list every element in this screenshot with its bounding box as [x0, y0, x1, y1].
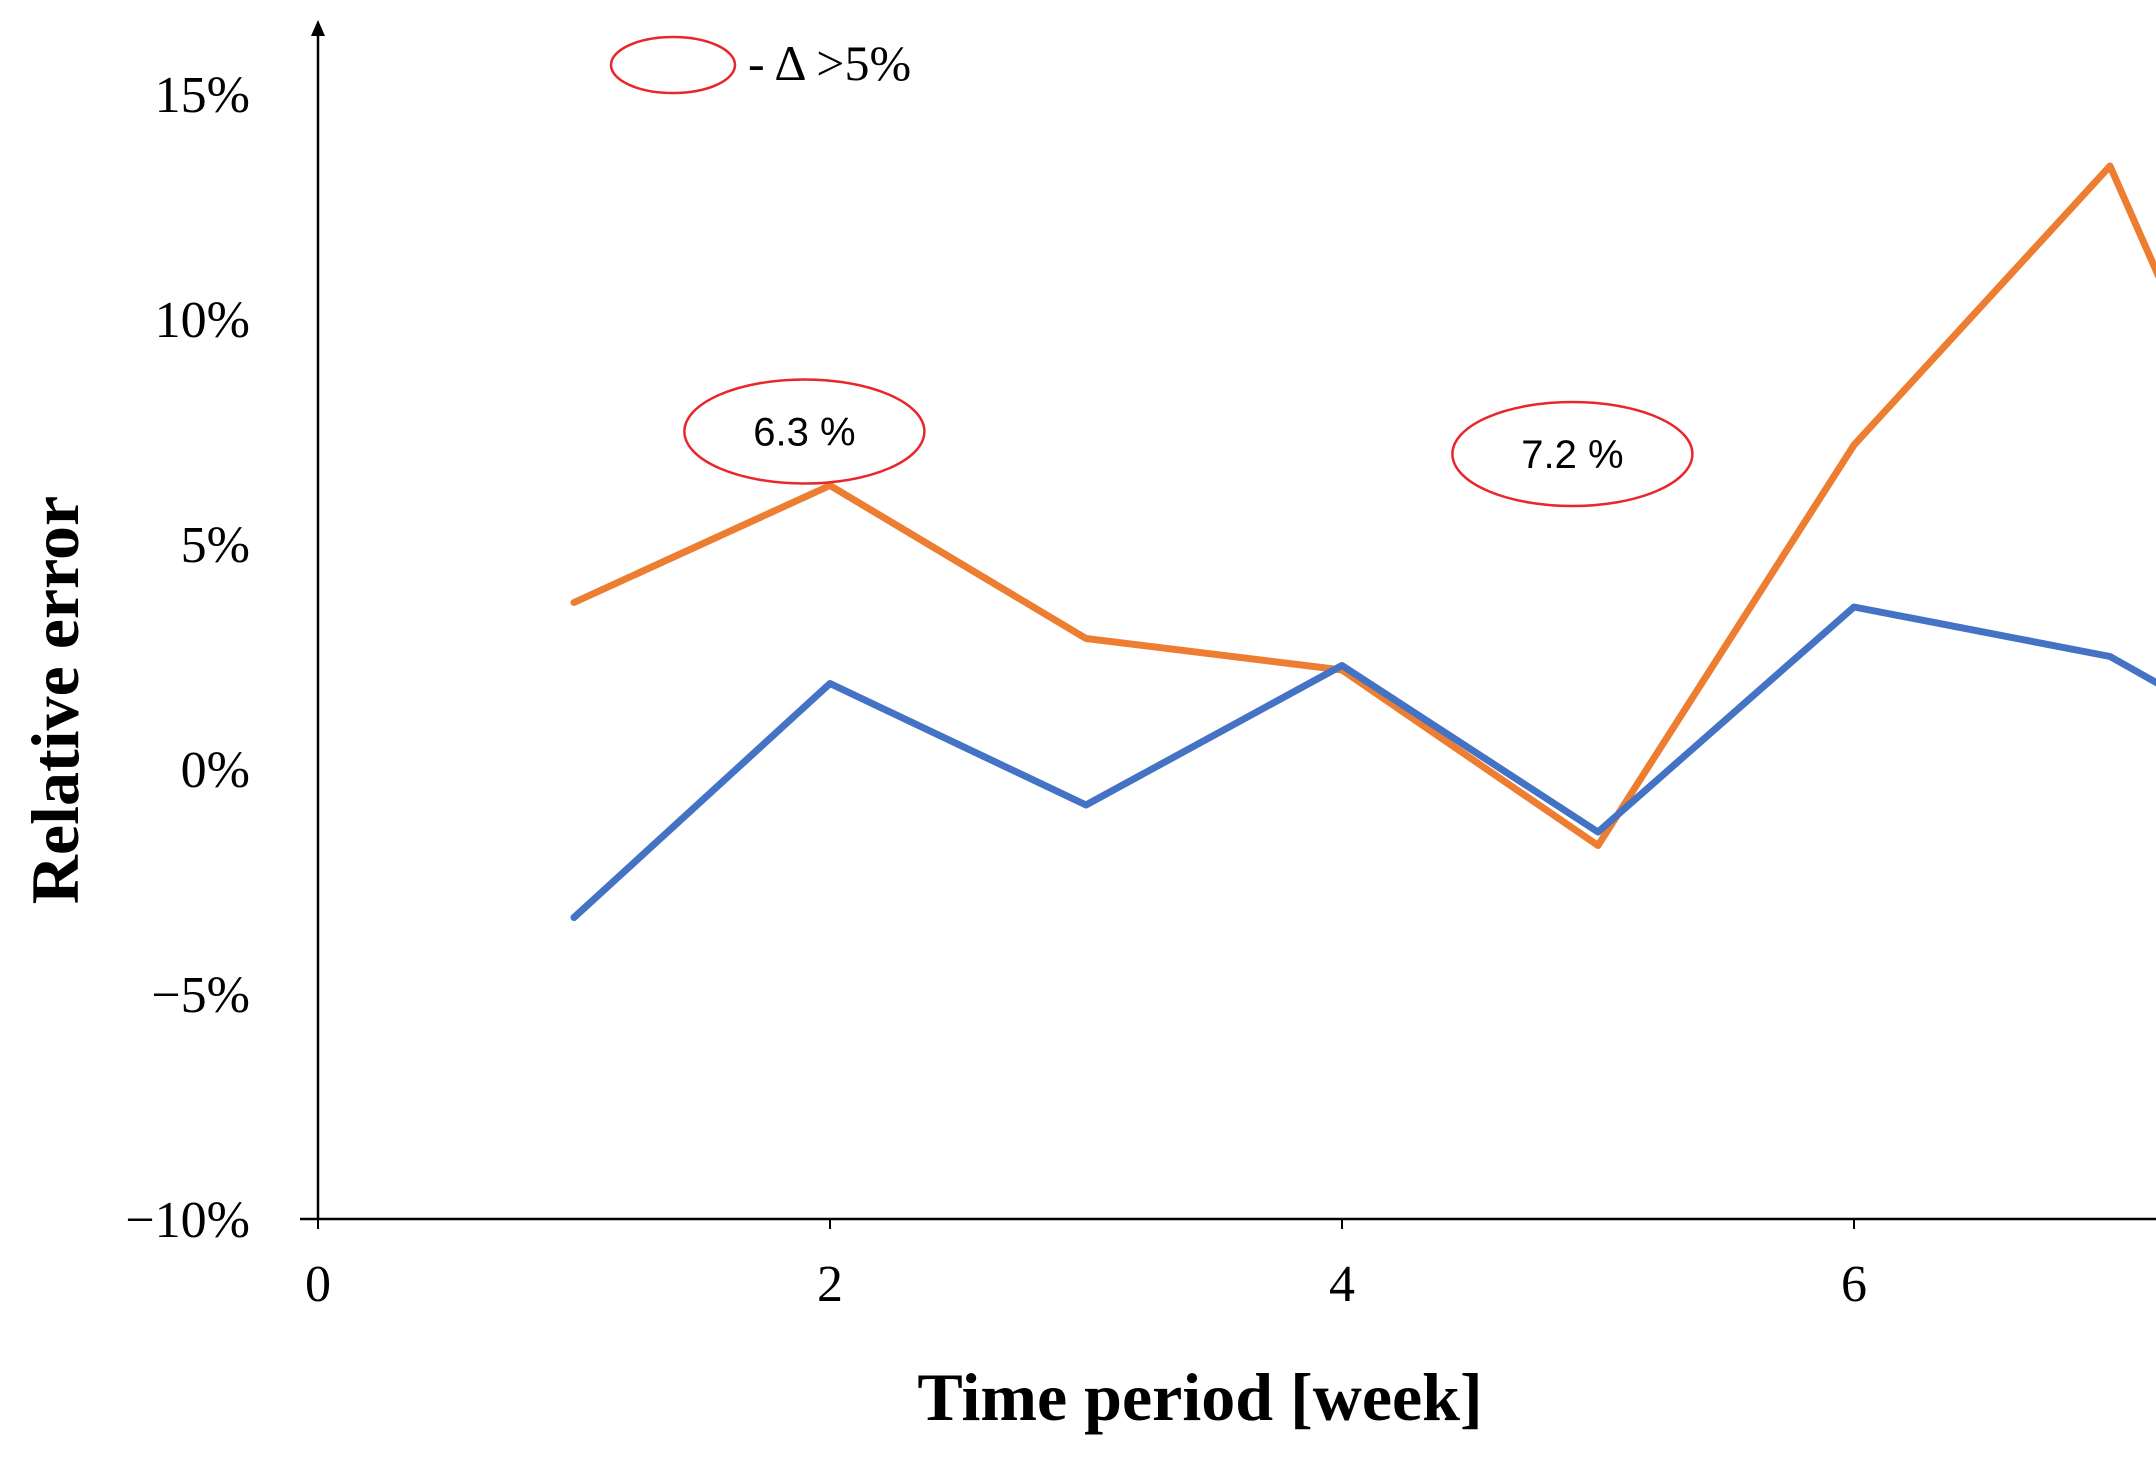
x-tick-label: 0: [305, 1256, 331, 1313]
annotation-label: 6.3 %: [753, 411, 855, 455]
axes: [300, 20, 2156, 1221]
x-axis-title: Time period [week]: [917, 1359, 1482, 1435]
annotation-ellipse: [683, 378, 926, 485]
y-tick-label: 5%: [181, 517, 250, 574]
y-tick-label: 10%: [155, 292, 250, 349]
legend-text: - Δ >5%: [748, 35, 911, 91]
legend: - Δ >5%: [609, 35, 911, 95]
annotation: 6.3 %: [683, 378, 926, 485]
y-tick-label: −5%: [151, 967, 250, 1024]
annotation-label: 7.2 %: [1521, 433, 1623, 477]
annotation-ellipse: [1451, 400, 1694, 508]
y-axis-arrow: [311, 20, 325, 36]
series-lines: [570, 162, 2156, 921]
annotation: 7.2 %: [1451, 400, 1694, 508]
y-tick-label: 0%: [181, 742, 250, 799]
x-tick-label: 4: [1329, 1256, 1355, 1313]
y-axis-title: Relative error: [17, 496, 93, 904]
y-tick-label: −10%: [125, 1192, 250, 1249]
y-tick-labels: 15% 10% 5% 0% −5% −10%: [125, 67, 250, 1249]
annotations: 6.3 %7.2 %13.4 %5.8 %6.34 %: [683, 378, 1694, 508]
x-tick-label: 6: [1841, 1256, 1867, 1313]
x-tick-labels: 02468101214: [305, 1219, 1867, 1313]
x-tick-label: 2: [817, 1256, 843, 1313]
line-series-orange: [570, 162, 2156, 849]
line-series-blue: [570, 603, 2156, 921]
y-tick-label: 15%: [155, 67, 250, 124]
legend-ellipse-symbol: [609, 35, 737, 95]
